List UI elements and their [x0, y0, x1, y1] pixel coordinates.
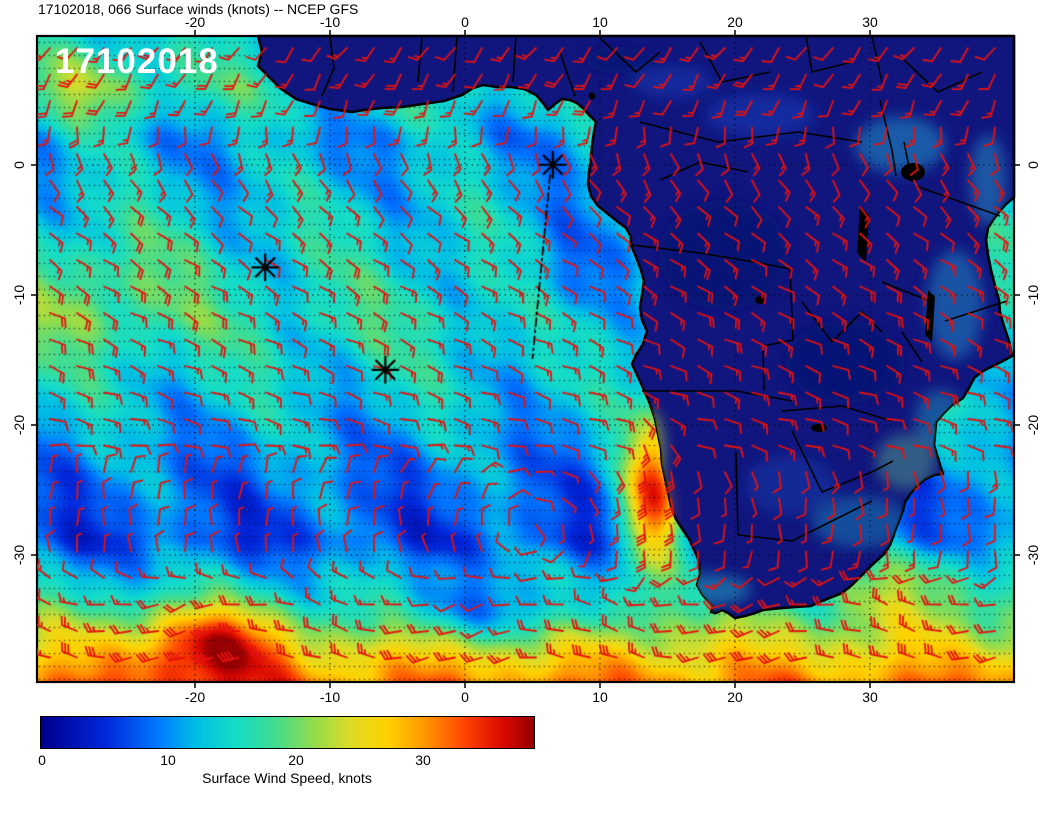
colorbar-tick-label: 30	[415, 752, 431, 768]
lon-tick-label-top: 30	[862, 14, 878, 30]
wind-barbs-canvas	[37, 36, 1014, 682]
colorbar-tick-label: 0	[38, 752, 46, 768]
lat-tick-label-right: -10	[1025, 284, 1041, 306]
lat-tick-label-right: -30	[1025, 544, 1041, 566]
lat-tick-label-left: -10	[11, 284, 27, 306]
lon-tick-label-bottom: 10	[592, 689, 608, 705]
colorbar-tick-label: 20	[288, 752, 304, 768]
colorbar	[40, 716, 535, 749]
lon-tick-label-top: -20	[184, 14, 206, 30]
lat-tick-label-left: -20	[11, 414, 27, 436]
lon-tick-label-top: 10	[592, 14, 608, 30]
date-overlay: 17102018	[55, 42, 219, 81]
plot-title: 17102018, 066 Surface winds (knots) -- N…	[38, 1, 359, 17]
colorbar-tick-label: 10	[160, 752, 176, 768]
lon-tick-label-bottom: 0	[461, 689, 469, 705]
lat-tick-label-left: 0	[11, 161, 27, 169]
lat-tick-label-right: 0	[1025, 161, 1041, 169]
lat-tick-label-left: -30	[11, 544, 27, 566]
lon-tick-label-top: 20	[727, 14, 743, 30]
lon-tick-label-bottom: -10	[319, 689, 341, 705]
lon-tick-label-bottom: 20	[727, 689, 743, 705]
lon-tick-label-top: -10	[319, 14, 341, 30]
lon-tick-label-top: 0	[461, 14, 469, 30]
lat-tick-label-right: -20	[1025, 414, 1041, 436]
lon-tick-label-bottom: -20	[184, 689, 206, 705]
axis-ticks	[31, 30, 1020, 688]
colorbar-caption: Surface Wind Speed, knots	[202, 770, 372, 786]
lon-tick-label-bottom: 30	[862, 689, 878, 705]
